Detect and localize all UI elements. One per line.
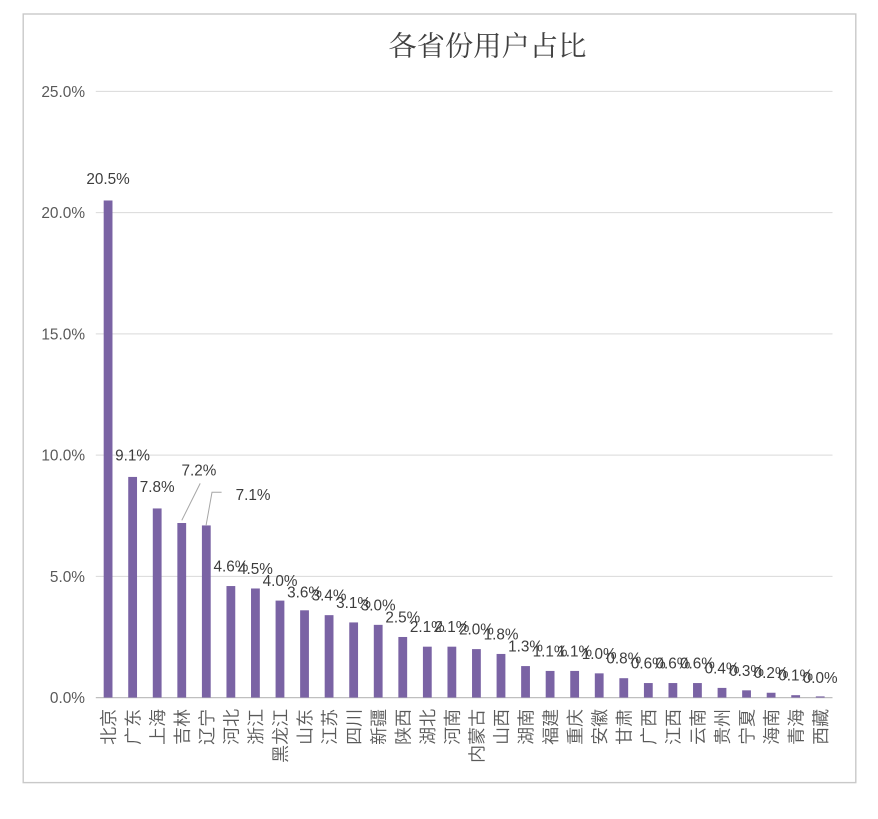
svg-text:3.0%: 3.0% [361,597,396,614]
svg-text:7.1%: 7.1% [236,487,271,504]
svg-text:1.0%: 1.0% [582,646,617,663]
svg-text:2.1%: 2.1% [434,619,469,636]
svg-text:2.5%: 2.5% [385,610,420,627]
svg-text:0.2%: 0.2% [754,665,789,682]
svg-text:2.0%: 2.0% [459,622,494,639]
svg-text:0.8%: 0.8% [606,651,641,668]
svg-text:0.0%: 0.0% [803,670,838,687]
svg-text:1.8%: 1.8% [484,627,519,644]
svg-text:0.0%: 0.0% [50,690,85,707]
svg-text:0.1%: 0.1% [778,668,813,685]
svg-text:4.6%: 4.6% [213,559,248,576]
svg-text:20.0%: 20.0% [41,205,85,222]
svg-text:3.4%: 3.4% [312,588,347,605]
svg-text:0.6%: 0.6% [680,656,715,673]
svg-text:1.3%: 1.3% [508,639,543,656]
svg-text:15.0%: 15.0% [41,326,85,343]
svg-text:3.6%: 3.6% [287,585,322,602]
svg-text:9.1%: 9.1% [115,447,150,464]
svg-text:4.5%: 4.5% [238,561,273,578]
svg-text:20.5%: 20.5% [86,171,130,188]
svg-text:0.4%: 0.4% [705,660,740,677]
svg-text:10.0%: 10.0% [41,448,85,465]
svg-text:0.6%: 0.6% [631,656,666,673]
svg-text:7.2%: 7.2% [181,463,216,480]
svg-text:0.3%: 0.3% [729,663,764,680]
svg-text:1.1%: 1.1% [557,643,592,660]
svg-text:3.1%: 3.1% [336,595,371,612]
svg-text:1.1%: 1.1% [533,643,568,660]
svg-text:4.0%: 4.0% [263,573,298,590]
svg-text:0.6%: 0.6% [655,656,690,673]
svg-text:2.1%: 2.1% [410,619,445,636]
svg-text:5.0%: 5.0% [50,569,85,586]
svg-text:25.0%: 25.0% [41,84,85,101]
svg-text:7.8%: 7.8% [140,479,175,496]
